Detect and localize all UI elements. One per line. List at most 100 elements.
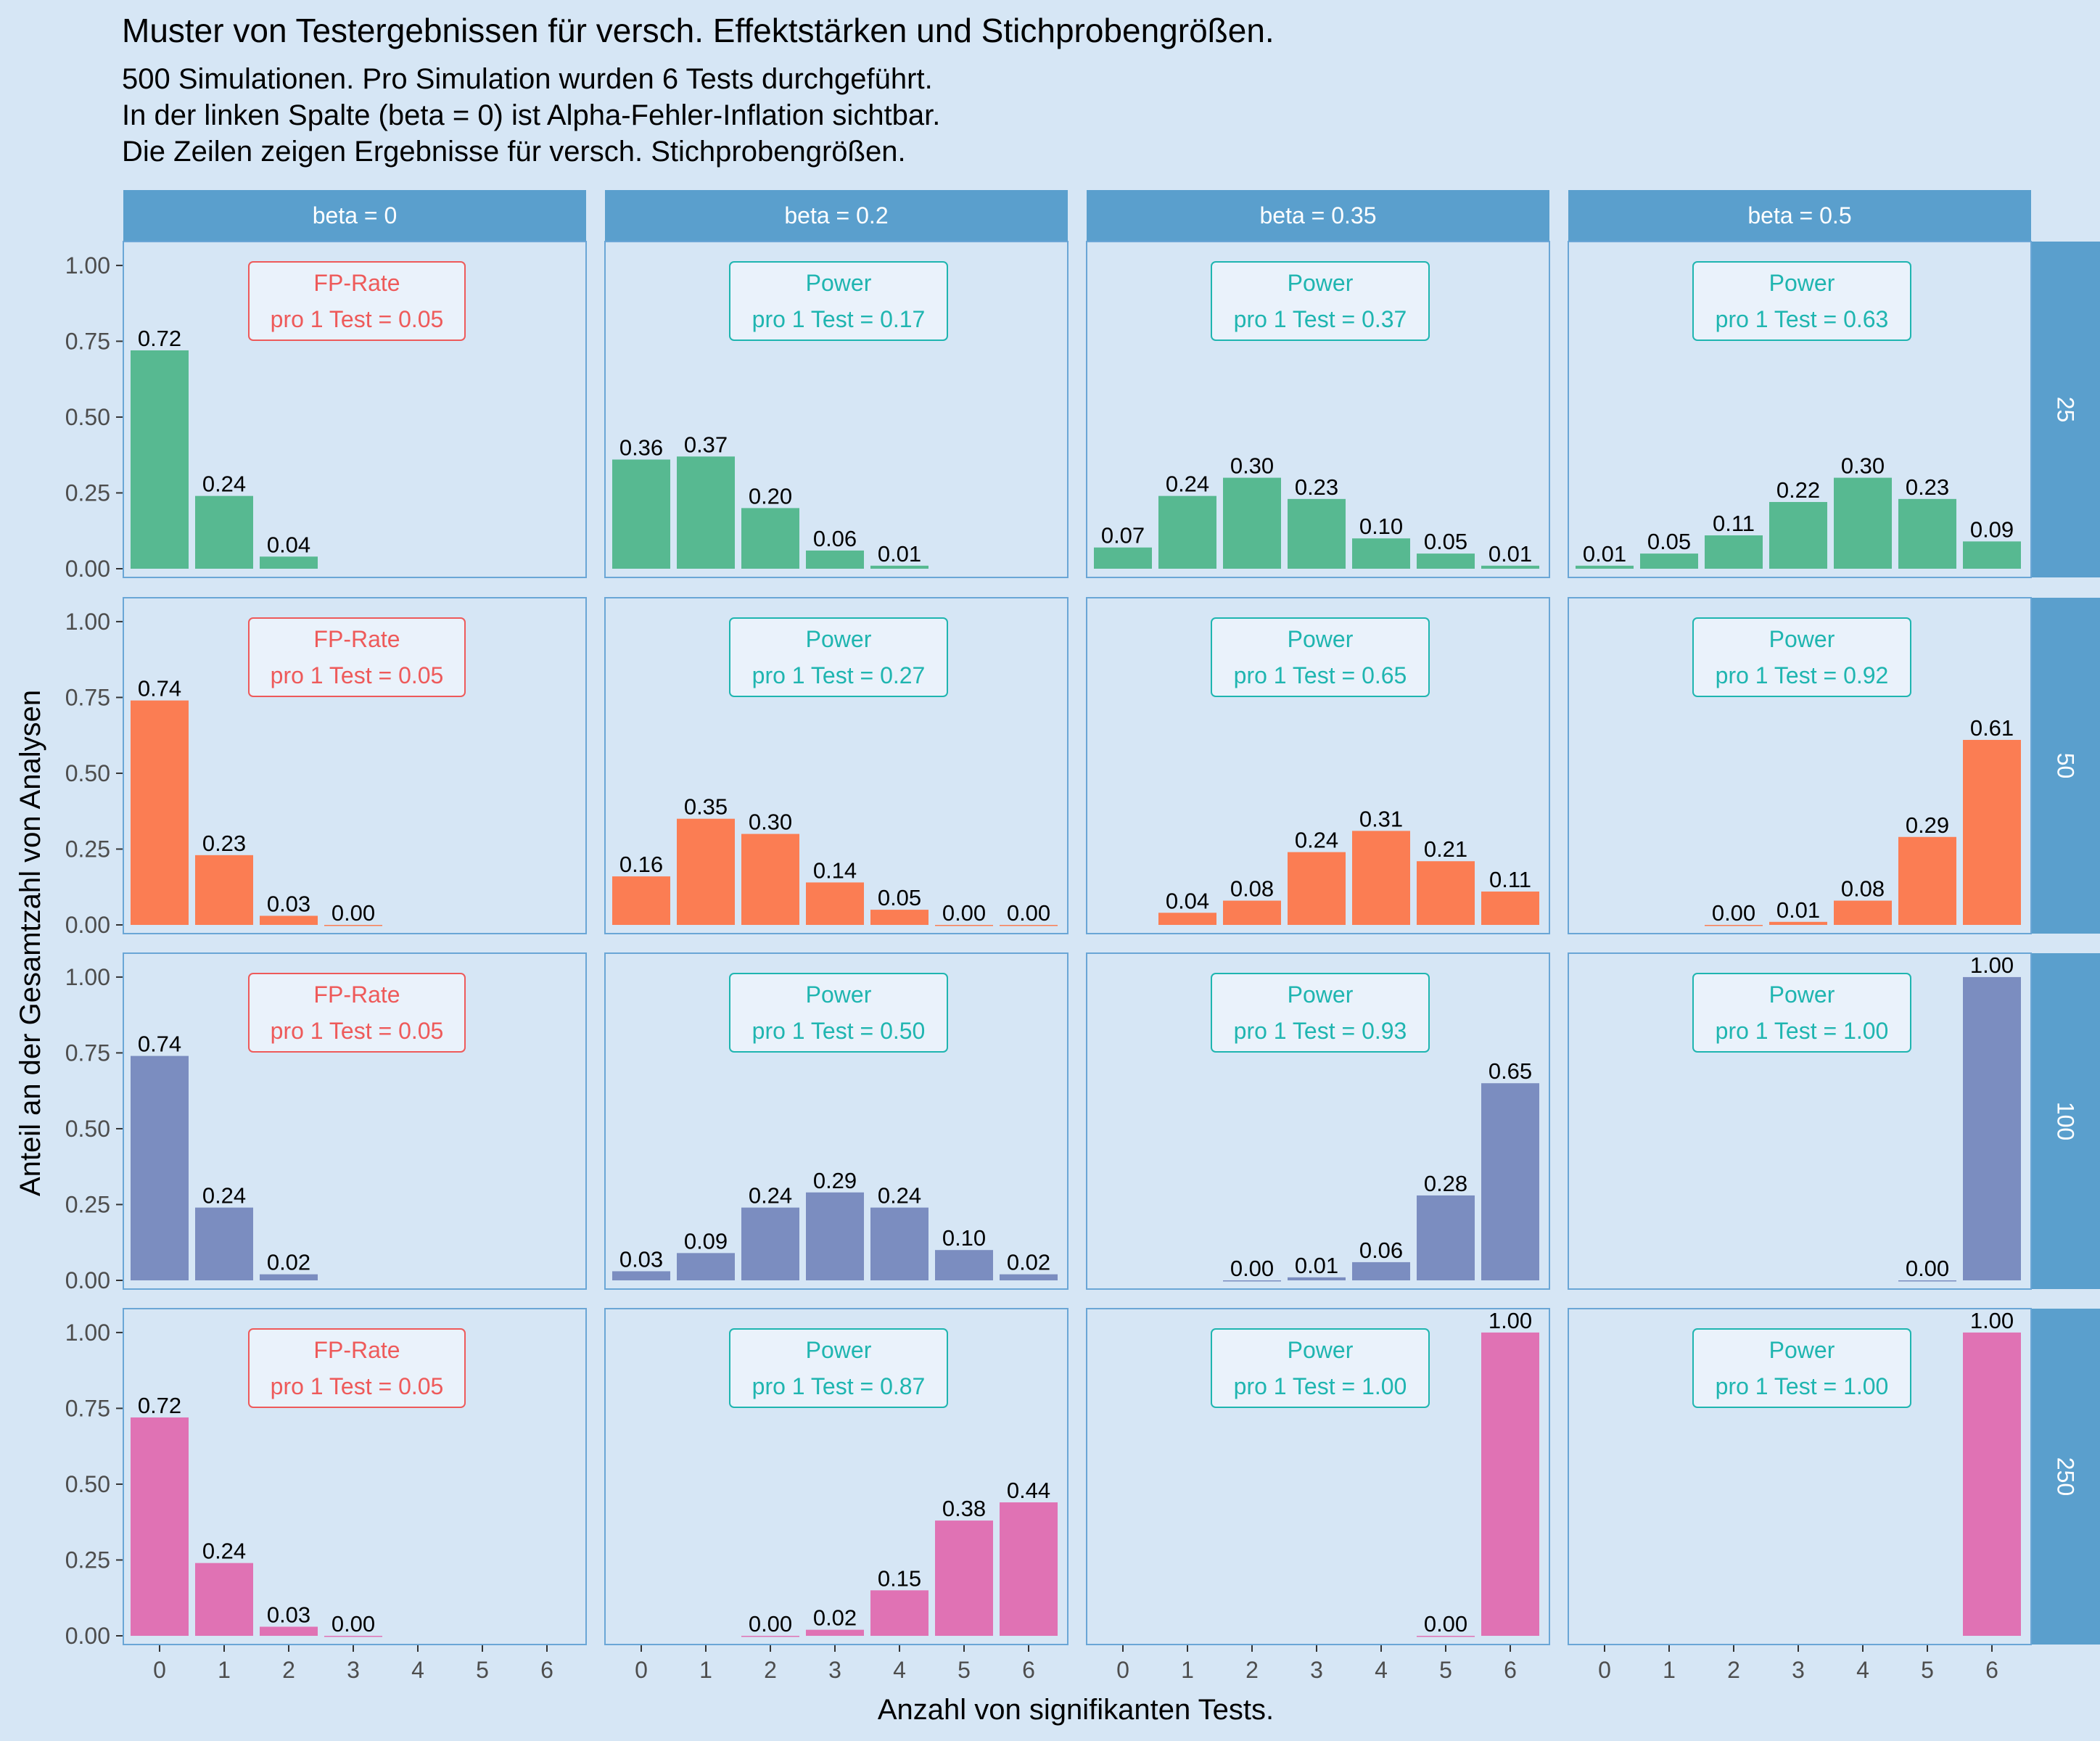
bar [1640, 553, 1698, 569]
annotation-box [1211, 1328, 1430, 1408]
annotation-box [1211, 617, 1430, 697]
x-tick-label: 1 [1663, 1657, 1676, 1683]
annotation-box [1211, 261, 1430, 341]
row-strip [2031, 953, 2100, 1289]
bar-value-label: 0.01 [1583, 541, 1626, 567]
row-strip [2031, 242, 2100, 577]
annotation-value: pro 1 Test = 0.37 [1234, 306, 1407, 332]
y-tick-label: 1.00 [65, 609, 110, 635]
bar [870, 910, 928, 925]
bar [195, 495, 253, 569]
bar [1000, 925, 1058, 926]
bar [131, 1417, 189, 1636]
bar-value-label: 0.15 [878, 1565, 921, 1591]
bar-value-label: 0.61 [1970, 715, 2014, 741]
bar [1352, 538, 1410, 569]
bar [1352, 1261, 1410, 1280]
bar [677, 1253, 735, 1280]
panel-border [1568, 597, 2032, 934]
x-tick-label: 3 [828, 1657, 841, 1683]
bar-value-label: 0.10 [942, 1225, 986, 1251]
bar-value-label: 0.00 [1906, 1256, 1949, 1281]
x-tick-label: 0 [635, 1657, 648, 1683]
annotation-title: Power [1288, 981, 1354, 1008]
bar [324, 925, 382, 926]
x-tick-label: 5 [1439, 1657, 1452, 1683]
x-tick-label: 3 [347, 1657, 360, 1683]
bar-value-label: 0.00 [1007, 900, 1050, 926]
annotation-value: pro 1 Test = 0.65 [1234, 662, 1407, 688]
panel-border [1086, 241, 1550, 578]
bar [195, 1563, 253, 1636]
bar-value-label: 0.23 [1906, 474, 1949, 500]
y-tick-label: 0.50 [65, 760, 110, 786]
bar [935, 925, 993, 926]
bar-value-label: 1.00 [1970, 952, 2014, 978]
annotation-box [248, 617, 466, 697]
panel-border [123, 952, 587, 1290]
bar-value-label: 0.29 [1906, 812, 1949, 838]
annotation-title: Power [1769, 981, 1835, 1008]
annotation-title: Power [1769, 270, 1835, 296]
annotation-box [248, 973, 466, 1053]
bar [1481, 892, 1539, 925]
chart-subtitle-line-3: Die Zeilen zeigen Ergebnisse für versch.… [122, 136, 906, 168]
annotation-value: pro 1 Test = 1.00 [1716, 1018, 1889, 1044]
bar-value-label: 0.30 [749, 810, 792, 835]
bar [260, 915, 318, 925]
bar-value-label: 0.24 [749, 1183, 792, 1209]
bar [1288, 852, 1346, 925]
row-strip-label: 100 [2053, 1102, 2079, 1140]
bar [1769, 921, 1827, 925]
panel-border [123, 1308, 587, 1645]
bar-value-label: 0.37 [684, 432, 728, 457]
x-tick-label: 3 [1792, 1657, 1805, 1683]
bar [1223, 900, 1281, 925]
bar [677, 456, 735, 569]
x-tick-label: 2 [764, 1657, 777, 1683]
x-tick-label: 2 [282, 1657, 295, 1683]
annotation-value: pro 1 Test = 0.05 [271, 1373, 444, 1399]
annotation-title: Power [806, 1337, 872, 1363]
bar-value-label: 0.09 [684, 1228, 728, 1254]
bar-value-label: 0.03 [619, 1246, 663, 1272]
y-tick-label: 0.75 [65, 328, 110, 354]
bar-value-label: 0.07 [1101, 523, 1145, 548]
row-strip-label: 25 [2053, 397, 2079, 423]
bar-value-label: 0.00 [1424, 1611, 1467, 1637]
annotation-title: Power [1769, 1337, 1835, 1363]
annotation-value: pro 1 Test = 0.92 [1716, 662, 1889, 688]
bar-value-label: 0.08 [1230, 876, 1274, 902]
bar [195, 855, 253, 925]
bar-value-label: 0.02 [813, 1605, 857, 1631]
x-tick-label: 5 [958, 1657, 971, 1683]
bar [1834, 900, 1892, 925]
annotation-value: pro 1 Test = 0.63 [1716, 306, 1889, 332]
bar-value-label: 0.06 [1359, 1238, 1403, 1263]
bar-value-label: 0.30 [1841, 453, 1885, 479]
facet-panels: beta = 0 beta = 0.2 beta = 0.35 beta = 0.5 2… [65, 190, 2100, 1683]
column-strip [1087, 190, 1549, 242]
bar [1481, 1083, 1539, 1280]
bar-value-label: 0.24 [1166, 472, 1209, 497]
y-tick-label: 0.00 [65, 912, 110, 938]
bar [677, 818, 735, 925]
panel-border [604, 597, 1068, 934]
panel-border [1086, 597, 1550, 934]
bar [870, 1590, 928, 1636]
bar-value-label: 1.00 [1970, 1308, 2014, 1333]
chart-title: Muster von Testergebnissen für versch. E… [122, 12, 1275, 49]
bar-value-label: 0.74 [138, 676, 181, 701]
annotation-box [1211, 973, 1430, 1053]
x-tick-label: 0 [153, 1657, 166, 1683]
bar [260, 1626, 318, 1636]
bar-value-label: 0.65 [1488, 1058, 1532, 1084]
bar-value-label: 0.00 [942, 900, 986, 926]
column-strip [1568, 190, 2031, 242]
bar-value-label: 0.11 [1489, 867, 1531, 892]
annotation-value: pro 1 Test = 0.27 [752, 662, 926, 688]
x-tick-label: 6 [1985, 1657, 1998, 1683]
row-strip [2031, 598, 2100, 934]
bar-value-label: 0.00 [1712, 900, 1755, 926]
